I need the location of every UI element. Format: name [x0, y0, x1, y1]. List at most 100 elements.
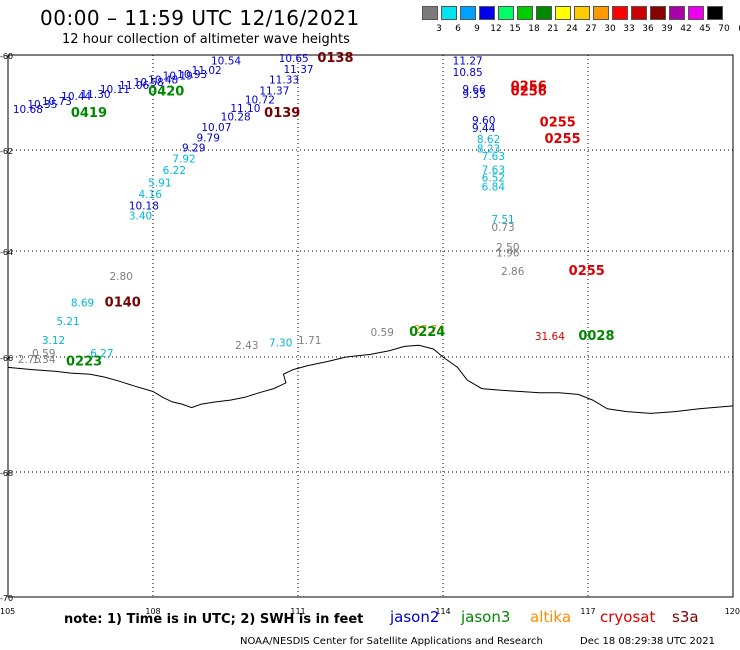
- legend-level-label: 15: [509, 24, 521, 34]
- wave-height-label: 5.21: [56, 316, 79, 328]
- legend-level-label: 42: [680, 24, 692, 34]
- legend-level-label: 3: [436, 24, 442, 34]
- wave-height-label: 7.92: [172, 154, 195, 166]
- wave-height-label: 10.19: [163, 71, 193, 83]
- satellite-jason2-label: jason2: [390, 608, 440, 626]
- legend-swatch: [422, 6, 438, 20]
- legend-level-label: 33: [623, 24, 635, 34]
- legend-swatch: [593, 6, 609, 20]
- wave-height-label: 9.60: [472, 115, 495, 127]
- wave-height-label: 11.37: [284, 64, 314, 76]
- wave-height-label: 10.68: [13, 104, 43, 116]
- wave-height-label: 8.23: [477, 144, 500, 156]
- wave-height-label: 9.66: [462, 84, 486, 96]
- pass-time-label: 0224: [409, 325, 445, 340]
- latitude-label: -70: [0, 594, 13, 603]
- legend-level-label: 21: [547, 24, 559, 34]
- pass-time-label: 0256: [511, 80, 547, 95]
- wave-height-label: 10.48: [148, 75, 178, 87]
- wave-height-label: 8.62: [477, 134, 500, 146]
- wave-height-label: 9.79: [197, 132, 220, 144]
- wave-height-label: 10.73: [42, 96, 72, 108]
- wave-height-label: 7.51: [491, 214, 514, 226]
- legend-swatch: [707, 6, 723, 20]
- legend-swatch: [574, 6, 590, 20]
- wave-height-label: 10.18: [129, 201, 159, 213]
- wave-height-label: 10.58: [134, 77, 164, 89]
- wave-height-label: 2.75: [18, 354, 41, 366]
- generation-timestamp: Dec 18 08:29:38 UTC 2021: [580, 636, 715, 647]
- legend-swatch: [612, 6, 628, 20]
- legend-level-label: 9: [474, 24, 480, 34]
- wave-height-label: 9.29: [182, 143, 205, 155]
- legend-swatch: [498, 6, 514, 20]
- longitude-label: 117: [580, 607, 595, 616]
- longitude-label: 105: [0, 607, 15, 616]
- latitude-label: -68: [0, 469, 13, 478]
- wave-height-label: 6.84: [482, 181, 506, 193]
- wave-height-label: 6.52: [482, 172, 505, 184]
- legend-level-label: 12: [490, 24, 502, 34]
- wave-height-label: 27.74: [414, 324, 444, 336]
- pass-time-label: 0419: [71, 106, 107, 121]
- wave-height-label: 11.27: [453, 56, 483, 68]
- legend-swatch: [536, 6, 552, 20]
- satellite-jason3-label: jason3: [461, 608, 511, 626]
- pass-time-label: 0255: [545, 132, 581, 147]
- latitude-label: -64: [0, 248, 13, 257]
- pass-time-label: 0255: [569, 264, 605, 279]
- longitude-label: 111: [290, 607, 305, 616]
- legend-level-label: 24: [566, 24, 578, 34]
- wave-height-label: 1.96: [496, 247, 520, 259]
- wave-height-label: 7.30: [269, 337, 292, 349]
- wave-height-label: 2.50: [496, 242, 519, 254]
- wave-height-label: 10.44: [61, 91, 91, 103]
- antarctic-coastline: [7, 344, 734, 414]
- wave-height-label: 31.64: [535, 331, 565, 343]
- wave-height-label: 11.02: [192, 65, 222, 77]
- legend-level-label: 36: [642, 24, 654, 34]
- wave-height-label: 9.33: [462, 89, 485, 101]
- legend-swatch: [631, 6, 647, 20]
- footnote: note: 1) Time is in UTC; 2) SWH is in fe…: [64, 612, 364, 627]
- map-subtitle: 12 hour collection of altimeter wave hei…: [62, 32, 350, 47]
- wave-height-label: 7.63: [482, 165, 505, 177]
- wave-height-label: 10.11: [100, 84, 130, 96]
- wave-height-label: 10.07: [201, 122, 231, 134]
- wave-height-label: 11.37: [259, 85, 289, 97]
- wave-height-label: 2.43: [235, 340, 258, 352]
- latitude-label: -62: [0, 147, 13, 156]
- legend-level-label: 45: [699, 24, 711, 34]
- longitude-label: 120: [725, 607, 740, 616]
- wave-height-label: 10.54: [211, 56, 241, 68]
- wave-height-label: 8.69: [71, 298, 94, 310]
- pass-time-label: 0256: [511, 84, 547, 99]
- legend-level-label: 70: [718, 24, 730, 34]
- wave-height-label: 11.06: [119, 80, 149, 92]
- legend-level-label: 27: [585, 24, 597, 34]
- wave-height-label: 11.10: [230, 103, 260, 115]
- wave-height-label: 10.85: [453, 67, 483, 79]
- wave-height-label: 2.86: [501, 266, 525, 278]
- wave-height-label: 3.12: [42, 335, 65, 347]
- wave-height-label: 6.22: [163, 165, 186, 177]
- pass-time-label: 0255: [540, 115, 576, 130]
- legend-swatch: [441, 6, 457, 20]
- wave-height-label: 1.34: [32, 354, 56, 366]
- wave-height-label: 2.80: [110, 271, 133, 283]
- pass-time-label: 0140: [105, 296, 141, 311]
- legend-swatch: [460, 6, 476, 20]
- latitude-label: -66: [0, 354, 13, 363]
- wave-height-label: 1.71: [298, 335, 321, 347]
- satellite-cryosat-label: cryosat: [600, 608, 656, 626]
- legend-level-label: 39: [661, 24, 673, 34]
- longitude-label: 108: [145, 607, 160, 616]
- legend-swatch: [517, 6, 533, 20]
- wave-height-label: 5.91: [148, 177, 171, 189]
- legend-swatch: [688, 6, 704, 20]
- legend-swatch: [650, 6, 666, 20]
- wave-height-label: 10.93: [177, 69, 207, 81]
- pass-time-label: 0420: [148, 84, 184, 99]
- pass-time-label: 0139: [264, 106, 300, 121]
